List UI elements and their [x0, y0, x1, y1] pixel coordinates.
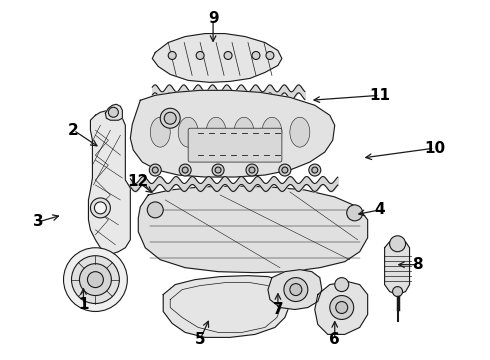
Circle shape	[152, 167, 158, 173]
Circle shape	[290, 284, 302, 296]
Text: 5: 5	[195, 332, 205, 347]
Circle shape	[212, 164, 224, 176]
Text: 11: 11	[369, 88, 390, 103]
Text: 1: 1	[78, 297, 89, 312]
Circle shape	[72, 256, 120, 303]
Circle shape	[147, 202, 163, 218]
Circle shape	[312, 167, 318, 173]
Ellipse shape	[206, 117, 226, 147]
Circle shape	[64, 248, 127, 311]
Circle shape	[224, 51, 232, 59]
Polygon shape	[268, 270, 322, 310]
Circle shape	[249, 167, 255, 173]
Text: 12: 12	[128, 175, 149, 189]
Circle shape	[282, 167, 288, 173]
Circle shape	[182, 167, 188, 173]
Circle shape	[279, 164, 291, 176]
Text: 7: 7	[272, 302, 283, 317]
Ellipse shape	[262, 117, 282, 147]
Text: 8: 8	[412, 257, 423, 272]
Polygon shape	[130, 90, 335, 177]
Ellipse shape	[234, 117, 254, 147]
Circle shape	[347, 205, 363, 221]
Text: 6: 6	[329, 332, 340, 347]
Ellipse shape	[178, 117, 198, 147]
Circle shape	[392, 287, 403, 297]
Polygon shape	[89, 110, 130, 254]
Circle shape	[336, 302, 348, 314]
Polygon shape	[105, 104, 122, 120]
Circle shape	[91, 198, 110, 218]
Text: 3: 3	[33, 214, 44, 229]
Circle shape	[160, 108, 180, 128]
Ellipse shape	[290, 117, 310, 147]
Circle shape	[149, 164, 161, 176]
Text: 9: 9	[208, 11, 219, 26]
Circle shape	[284, 278, 308, 302]
Circle shape	[215, 167, 221, 173]
Circle shape	[87, 272, 103, 288]
Polygon shape	[315, 282, 368, 334]
Circle shape	[330, 296, 354, 319]
Circle shape	[335, 278, 349, 292]
FancyBboxPatch shape	[188, 128, 282, 162]
Text: 4: 4	[374, 202, 385, 217]
Circle shape	[164, 112, 176, 124]
Text: 10: 10	[424, 141, 445, 156]
Circle shape	[390, 236, 406, 252]
Polygon shape	[138, 186, 368, 273]
Circle shape	[108, 107, 119, 117]
Polygon shape	[163, 276, 290, 337]
Circle shape	[252, 51, 260, 59]
Ellipse shape	[150, 117, 170, 147]
Circle shape	[266, 51, 274, 59]
Circle shape	[196, 51, 204, 59]
Circle shape	[246, 164, 258, 176]
Circle shape	[95, 202, 106, 214]
Circle shape	[309, 164, 321, 176]
Polygon shape	[385, 240, 410, 294]
Polygon shape	[152, 33, 282, 82]
Text: 2: 2	[68, 123, 79, 138]
Circle shape	[168, 51, 176, 59]
Circle shape	[179, 164, 191, 176]
Circle shape	[79, 264, 111, 296]
